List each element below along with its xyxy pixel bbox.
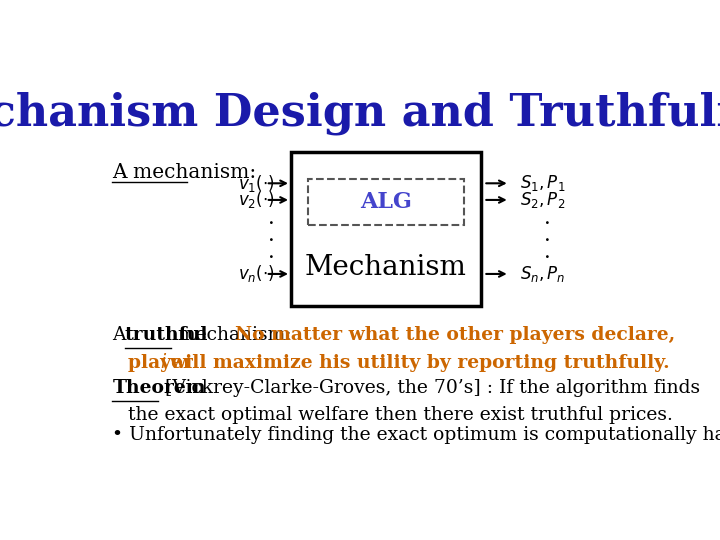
Bar	[307, 179, 464, 225]
Text: .: .	[268, 209, 275, 228]
Text: truthful: truthful	[125, 326, 208, 344]
Text: will maximize his utility by reporting truthfully.: will maximize his utility by reporting t…	[168, 354, 670, 373]
Text: ALG: ALG	[360, 191, 412, 213]
Text: Mechanism: Mechanism	[305, 254, 467, 281]
Text: $v_2(\cdot)$: $v_2(\cdot)$	[238, 190, 274, 211]
Text: player: player	[128, 354, 199, 373]
Text: the exact optimal welfare then there exist truthful prices.: the exact optimal welfare then there exi…	[128, 406, 672, 424]
Text: .: .	[268, 243, 275, 262]
Text: Mechanism Design and Truthfulness: Mechanism Design and Truthfulness	[0, 92, 720, 136]
Text: $S_n, P_n$: $S_n, P_n$	[520, 264, 565, 284]
Bar	[291, 152, 481, 306]
Text: .: .	[544, 226, 551, 245]
Text: A mechanism:: A mechanism:	[112, 164, 256, 183]
Text: mechanism:: mechanism:	[172, 326, 297, 344]
Text: • Unfortunately finding the exact optimum is computationally hard.: • Unfortunately finding the exact optimu…	[112, 426, 720, 444]
Text: .: .	[544, 243, 551, 262]
Text: .: .	[544, 209, 551, 228]
Text: $S_1, P_1$: $S_1, P_1$	[520, 173, 565, 193]
Text: No matter what the other players declare,: No matter what the other players declare…	[235, 326, 675, 344]
Text: [Vickrey-Clarke-Groves, the 70’s] : If the algorithm finds: [Vickrey-Clarke-Groves, the 70’s] : If t…	[159, 379, 701, 397]
Text: A: A	[112, 326, 132, 344]
Text: $v_1(\cdot)$: $v_1(\cdot)$	[238, 173, 274, 194]
Text: .: .	[268, 226, 275, 245]
Text: $v_n(\cdot)$: $v_n(\cdot)$	[238, 264, 274, 285]
Text: $i$: $i$	[160, 353, 167, 373]
Text: Theorem: Theorem	[112, 379, 206, 397]
Text: $S_2, P_2$: $S_2, P_2$	[520, 190, 565, 210]
